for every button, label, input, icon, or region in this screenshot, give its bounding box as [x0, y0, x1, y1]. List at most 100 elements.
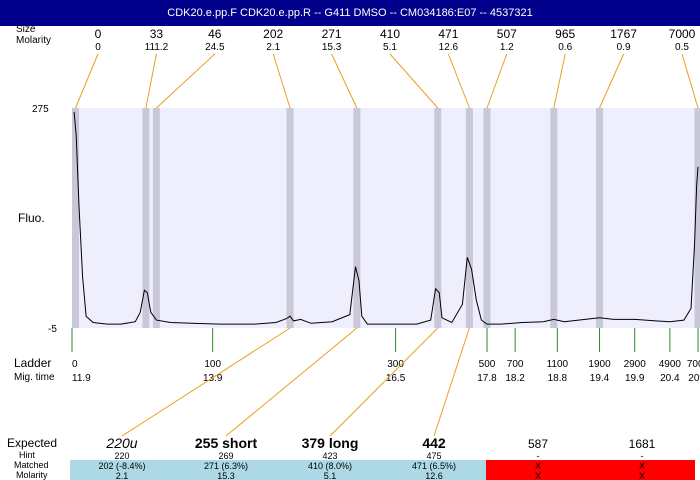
result-connector-0 — [121, 327, 291, 437]
ladder-time-4: 18.2 — [505, 373, 525, 384]
peak-band-8 — [550, 108, 558, 328]
ladder-time-8: 20.4 — [660, 373, 680, 384]
peak-molarity-label-9: 0.9 — [617, 42, 631, 53]
hint-value-0: 220 — [114, 451, 129, 461]
result-cell-3 — [382, 460, 487, 480]
matched-value-1: 271 (6.3%) — [204, 461, 248, 471]
y-tick-top: 275 — [32, 104, 49, 115]
peak-molarity-label-1: 111.2 — [145, 42, 169, 53]
result-connector-3 — [433, 327, 470, 437]
ladder-size-3: 500 — [479, 359, 496, 370]
peak-connector-0 — [75, 53, 99, 109]
molarity-value-4: X — [535, 471, 541, 480]
peak-band-2 — [152, 108, 160, 328]
molarity-value-2: 5.1 — [324, 471, 337, 480]
ladder-size-2: 300 — [387, 359, 404, 370]
peak-band-6 — [465, 108, 473, 328]
expected-value-1: 255 short — [195, 435, 258, 451]
peak-size-label-4: 271 — [322, 27, 342, 41]
hint-value-1: 269 — [218, 451, 233, 461]
expected-value-2: 379 long — [302, 435, 359, 451]
peak-connector-5 — [389, 53, 439, 109]
migtime-label: Mig. time — [14, 372, 55, 383]
ladder-size-1: 100 — [204, 359, 221, 370]
ladder-time-1: 13.9 — [203, 373, 223, 384]
peak-connector-3 — [272, 53, 291, 109]
hint-value-2: 423 — [322, 451, 337, 461]
ladder-time-9: 20.8 — [688, 373, 700, 384]
hint-label: Hint — [19, 450, 36, 460]
ladder-time-6: 19.4 — [590, 373, 610, 384]
result-cell-5 — [590, 460, 695, 480]
chart-title: CDK20.e.pp.F CDK20.e.pp.R -- G411 DMSO -… — [167, 7, 533, 19]
peak-band-1 — [142, 108, 150, 328]
peak-molarity-label-2: 24.5 — [205, 42, 225, 53]
peak-molarity-label-8: 0.6 — [558, 42, 572, 53]
molarity-value-5: X — [639, 471, 645, 480]
peak-molarity-label-5: 5.1 — [383, 42, 397, 53]
peak-connector-8 — [553, 53, 566, 109]
matched-value-0: 202 (-8.4%) — [98, 461, 145, 471]
result-cell-0 — [70, 460, 175, 480]
molarity-value-1: 15.3 — [217, 471, 235, 480]
expected-value-3: 442 — [422, 435, 446, 451]
matched-label: Matched — [14, 460, 49, 470]
hint-value-5: - — [641, 451, 644, 461]
y-tick-bottom: -5 — [48, 324, 57, 335]
ladder-size-5: 1100 — [547, 359, 569, 370]
peak-connector-9 — [599, 53, 625, 109]
peak-band-3 — [286, 108, 294, 328]
ladder-time-0: 11.9 — [72, 373, 91, 384]
ladder-size-6: 1900 — [588, 359, 611, 370]
matched-value-4: X — [535, 461, 541, 471]
matched-value-2: 410 (8.0%) — [308, 461, 352, 471]
peak-connector-7 — [486, 53, 508, 109]
size-label: Size — [16, 24, 36, 35]
result-cell-4 — [486, 460, 591, 480]
peak-size-label-10: 7000 — [669, 27, 696, 41]
hint-value-4: - — [537, 451, 540, 461]
ladder-label: Ladder — [14, 356, 52, 370]
expected-value-0: 220u — [105, 435, 137, 451]
result-connector-2 — [329, 327, 439, 437]
result-cell-1 — [174, 460, 279, 480]
matched-value-3: 471 (6.5%) — [412, 461, 456, 471]
matched-value-5: X — [639, 461, 645, 471]
peak-band-9 — [596, 108, 604, 328]
fluo-label: Fluo. — [18, 211, 45, 225]
peak-connector-4 — [331, 53, 358, 109]
expected-label: Expected — [7, 436, 58, 450]
peak-molarity-label-3: 2.1 — [266, 42, 280, 53]
peak-band-0 — [72, 108, 80, 328]
molarity-value-0: 2.1 — [116, 471, 129, 480]
peak-size-label-7: 507 — [497, 27, 517, 41]
peak-molarity-label-4: 15.3 — [322, 42, 342, 53]
peak-molarity-label-0: 0 — [95, 42, 101, 53]
molarity-value-3: 12.6 — [425, 471, 443, 480]
peak-molarity-label-6: 12.6 — [439, 42, 459, 53]
hint-value-3: 475 — [426, 451, 441, 461]
ladder-size-8: 4900 — [659, 359, 682, 370]
plot-area — [72, 108, 698, 328]
ladder-time-5: 18.8 — [548, 373, 568, 384]
ladder-size-7: 2900 — [624, 359, 647, 370]
peak-size-label-0: 0 — [95, 27, 102, 41]
peak-size-label-1: 33 — [150, 27, 164, 41]
molarity-label: Molarity — [16, 35, 52, 46]
ladder-time-2: 16.5 — [386, 373, 406, 384]
peak-band-4 — [353, 108, 361, 328]
ladder-time-7: 19.9 — [625, 373, 645, 384]
peak-band-5 — [434, 108, 442, 328]
expected-value-4: 587 — [528, 437, 548, 451]
molarity-row-label: Molarity — [16, 470, 48, 480]
peak-molarity-label-10: 0.5 — [675, 42, 689, 53]
result-cell-2 — [278, 460, 383, 480]
peak-size-label-9: 1767 — [610, 27, 637, 41]
peak-connector-2 — [156, 53, 216, 109]
peak-connector-6 — [447, 53, 470, 109]
ladder-size-0: 0 — [72, 359, 78, 370]
peak-molarity-label-7: 1.2 — [500, 42, 514, 53]
ladder-size-9: 7000 — [687, 359, 700, 370]
peak-size-label-5: 410 — [380, 27, 400, 41]
